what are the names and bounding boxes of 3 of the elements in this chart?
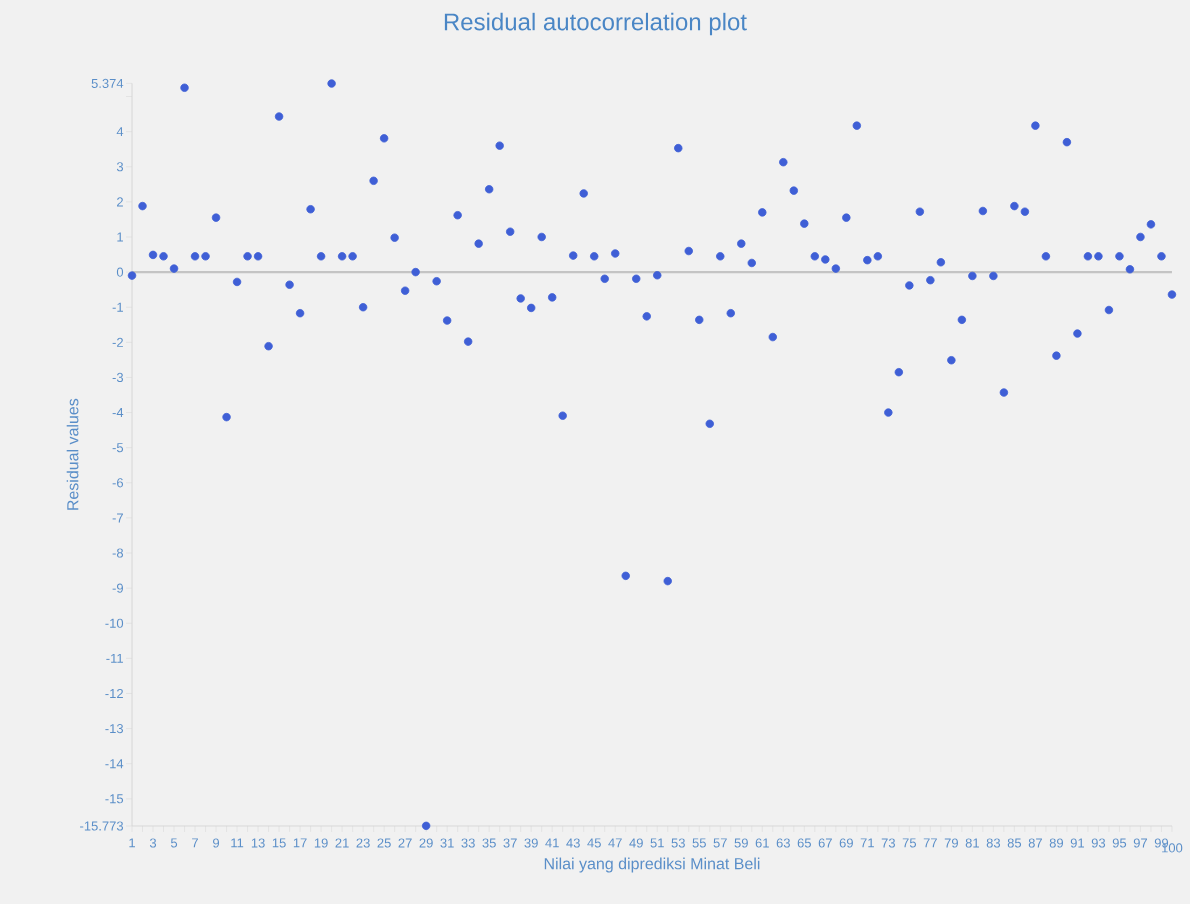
y-axis-title: Residual values — [66, 398, 79, 510]
chart-title: Residual autocorrelation plot — [444, 12, 747, 36]
x-axis-title: Nilai yang diprediksi Minat Beli — [544, 857, 760, 873]
